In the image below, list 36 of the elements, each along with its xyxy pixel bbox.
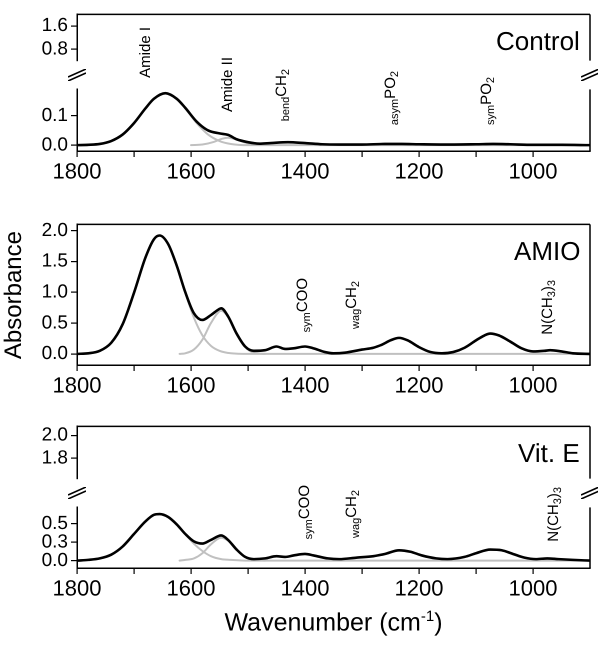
x-tick-label: 1600	[166, 575, 216, 600]
x-tick-label: 1200	[394, 158, 444, 184]
y-tick-label: 0.5	[42, 512, 68, 534]
x-tick-label: 1400	[280, 575, 330, 600]
x-tick-label: 1800	[52, 575, 102, 600]
x-tick-label: 1000	[508, 575, 558, 600]
x-tick-label: 1600	[166, 158, 216, 184]
x-tick-label: 1200	[394, 372, 444, 398]
y-tick-label: 0.1	[42, 105, 68, 126]
annotation: Amide I	[136, 27, 154, 78]
x-tick-label: 1600	[166, 372, 216, 398]
y-tick-label: 0.8	[42, 38, 68, 60]
text: AMIO	[514, 236, 580, 268]
x-tick-label: 1800	[52, 158, 102, 184]
x-tick-label: 1000	[508, 372, 558, 398]
y-tick-label: 0.5	[42, 312, 68, 334]
x-tick-label: 1200	[394, 575, 444, 600]
y-tick-label: 2.0	[42, 424, 68, 446]
x-tick-label: 1400	[280, 158, 330, 184]
y-tick-label: 0.0	[42, 343, 68, 364]
y-tick-label: 1.8	[42, 447, 68, 468]
y-tick-label: 0.0	[42, 550, 68, 571]
x-axis-title: Wavenumber (cm$^{-1}$)	[224, 608, 443, 638]
y-tick-label: 1.0	[42, 281, 68, 302]
y-tick-label: 2.0	[42, 220, 68, 241]
y-tick-label: 1.6	[42, 15, 68, 36]
y-tick-label: 1.5	[42, 250, 68, 272]
text: Vit. E	[518, 438, 580, 470]
y-axis-title: Absorbance	[0, 230, 28, 359]
annotation: Amide II	[218, 57, 236, 112]
y-tick-label: 0.0	[42, 134, 68, 156]
text: Control	[496, 26, 580, 58]
x-tick-label: 1800	[52, 372, 102, 398]
x-tick-label: 1000	[508, 158, 558, 184]
y-tick-label: 0.3	[42, 531, 68, 552]
x-tick-label: 1400	[280, 372, 330, 398]
